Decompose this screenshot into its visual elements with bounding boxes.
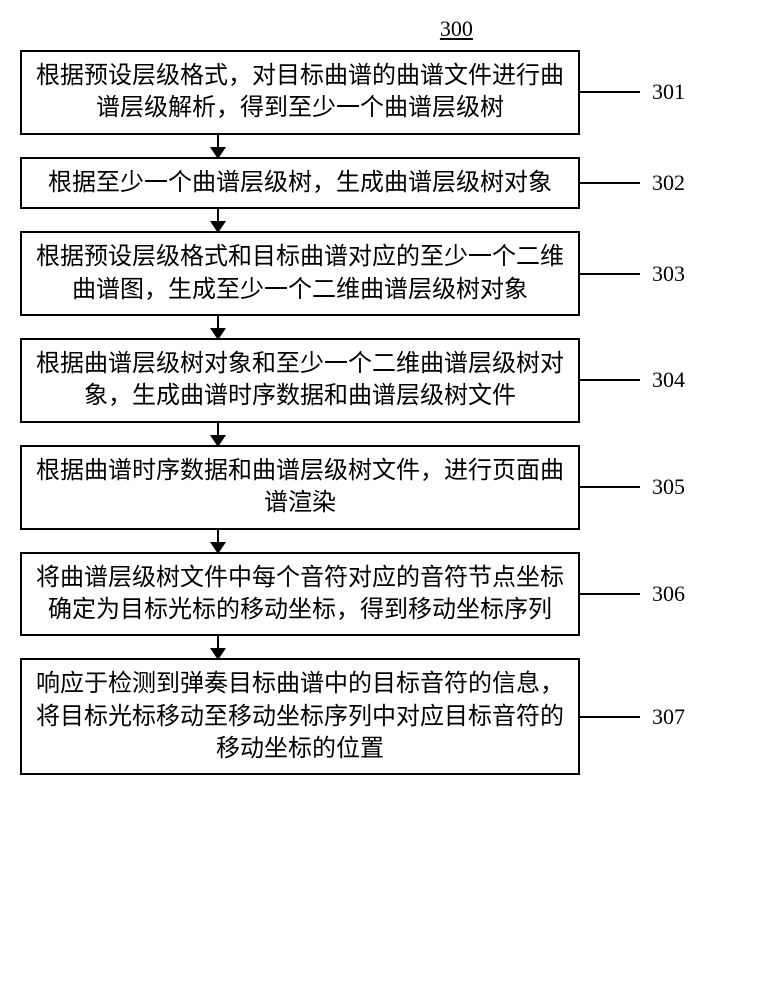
step-row: 根据曲谱层级树对象和至少一个二维曲谱层级树对象，生成曲谱时序数据和曲谱层级树文件… — [20, 338, 744, 423]
arrow-down-icon — [217, 135, 219, 157]
leader-line: 302 — [580, 170, 744, 196]
flowchart-diagram: 300 根据预设层级格式，对目标曲谱的曲谱文件进行曲谱层级解析，得到至少一个曲谱… — [20, 20, 744, 775]
diagram-title: 300 — [440, 16, 473, 42]
leader-line: 307 — [580, 704, 744, 730]
arrow-wrap — [20, 316, 744, 338]
arrow-wrap — [20, 209, 744, 231]
arrow-wrap — [20, 423, 744, 445]
step-row: 根据预设层级格式，对目标曲谱的曲谱文件进行曲谱层级解析，得到至少一个曲谱层级树 … — [20, 50, 744, 135]
step-box-305: 根据曲谱时序数据和曲谱层级树文件，进行页面曲谱渲染 — [20, 445, 580, 530]
leader-line: 305 — [580, 474, 744, 500]
step-row: 根据至少一个曲谱层级树，生成曲谱层级树对象 302 — [20, 157, 744, 209]
step-box-306: 将曲谱层级树文件中每个音符对应的音符节点坐标确定为目标光标的移动坐标，得到移动坐… — [20, 552, 580, 637]
step-number: 306 — [652, 581, 685, 607]
connector-line — [580, 91, 640, 93]
step-number: 303 — [652, 261, 685, 287]
step-row: 响应于检测到弹奏目标曲谱中的目标音符的信息，将目标光标移动至移动坐标序列中对应目… — [20, 658, 744, 775]
step-row: 根据曲谱时序数据和曲谱层级树文件，进行页面曲谱渲染 305 — [20, 445, 744, 530]
connector-line — [580, 593, 640, 595]
connector-line — [580, 486, 640, 488]
step-row: 根据预设层级格式和目标曲谱对应的至少一个二维曲谱图，生成至少一个二维曲谱层级树对… — [20, 231, 744, 316]
step-box-303: 根据预设层级格式和目标曲谱对应的至少一个二维曲谱图，生成至少一个二维曲谱层级树对… — [20, 231, 580, 316]
arrow-wrap — [20, 530, 744, 552]
leader-line: 303 — [580, 261, 744, 287]
arrow-down-icon — [217, 530, 219, 552]
leader-line: 304 — [580, 367, 744, 393]
arrow-down-icon — [217, 209, 219, 231]
connector-line — [580, 273, 640, 275]
step-row: 将曲谱层级树文件中每个音符对应的音符节点坐标确定为目标光标的移动坐标，得到移动坐… — [20, 552, 744, 637]
leader-line: 306 — [580, 581, 744, 607]
flow-column: 根据预设层级格式，对目标曲谱的曲谱文件进行曲谱层级解析，得到至少一个曲谱层级树 … — [20, 20, 744, 775]
step-number: 305 — [652, 474, 685, 500]
step-number: 301 — [652, 79, 685, 105]
leader-line: 301 — [580, 79, 744, 105]
step-box-301: 根据预设层级格式，对目标曲谱的曲谱文件进行曲谱层级解析，得到至少一个曲谱层级树 — [20, 50, 580, 135]
step-number: 307 — [652, 704, 685, 730]
step-box-302: 根据至少一个曲谱层级树，生成曲谱层级树对象 — [20, 157, 580, 209]
arrow-wrap — [20, 135, 744, 157]
connector-line — [580, 379, 640, 381]
arrow-down-icon — [217, 636, 219, 658]
arrow-wrap — [20, 636, 744, 658]
step-box-307: 响应于检测到弹奏目标曲谱中的目标音符的信息，将目标光标移动至移动坐标序列中对应目… — [20, 658, 580, 775]
arrow-down-icon — [217, 316, 219, 338]
step-box-304: 根据曲谱层级树对象和至少一个二维曲谱层级树对象，生成曲谱时序数据和曲谱层级树文件 — [20, 338, 580, 423]
connector-line — [580, 182, 640, 184]
step-number: 304 — [652, 367, 685, 393]
arrow-down-icon — [217, 423, 219, 445]
step-number: 302 — [652, 170, 685, 196]
connector-line — [580, 716, 640, 718]
